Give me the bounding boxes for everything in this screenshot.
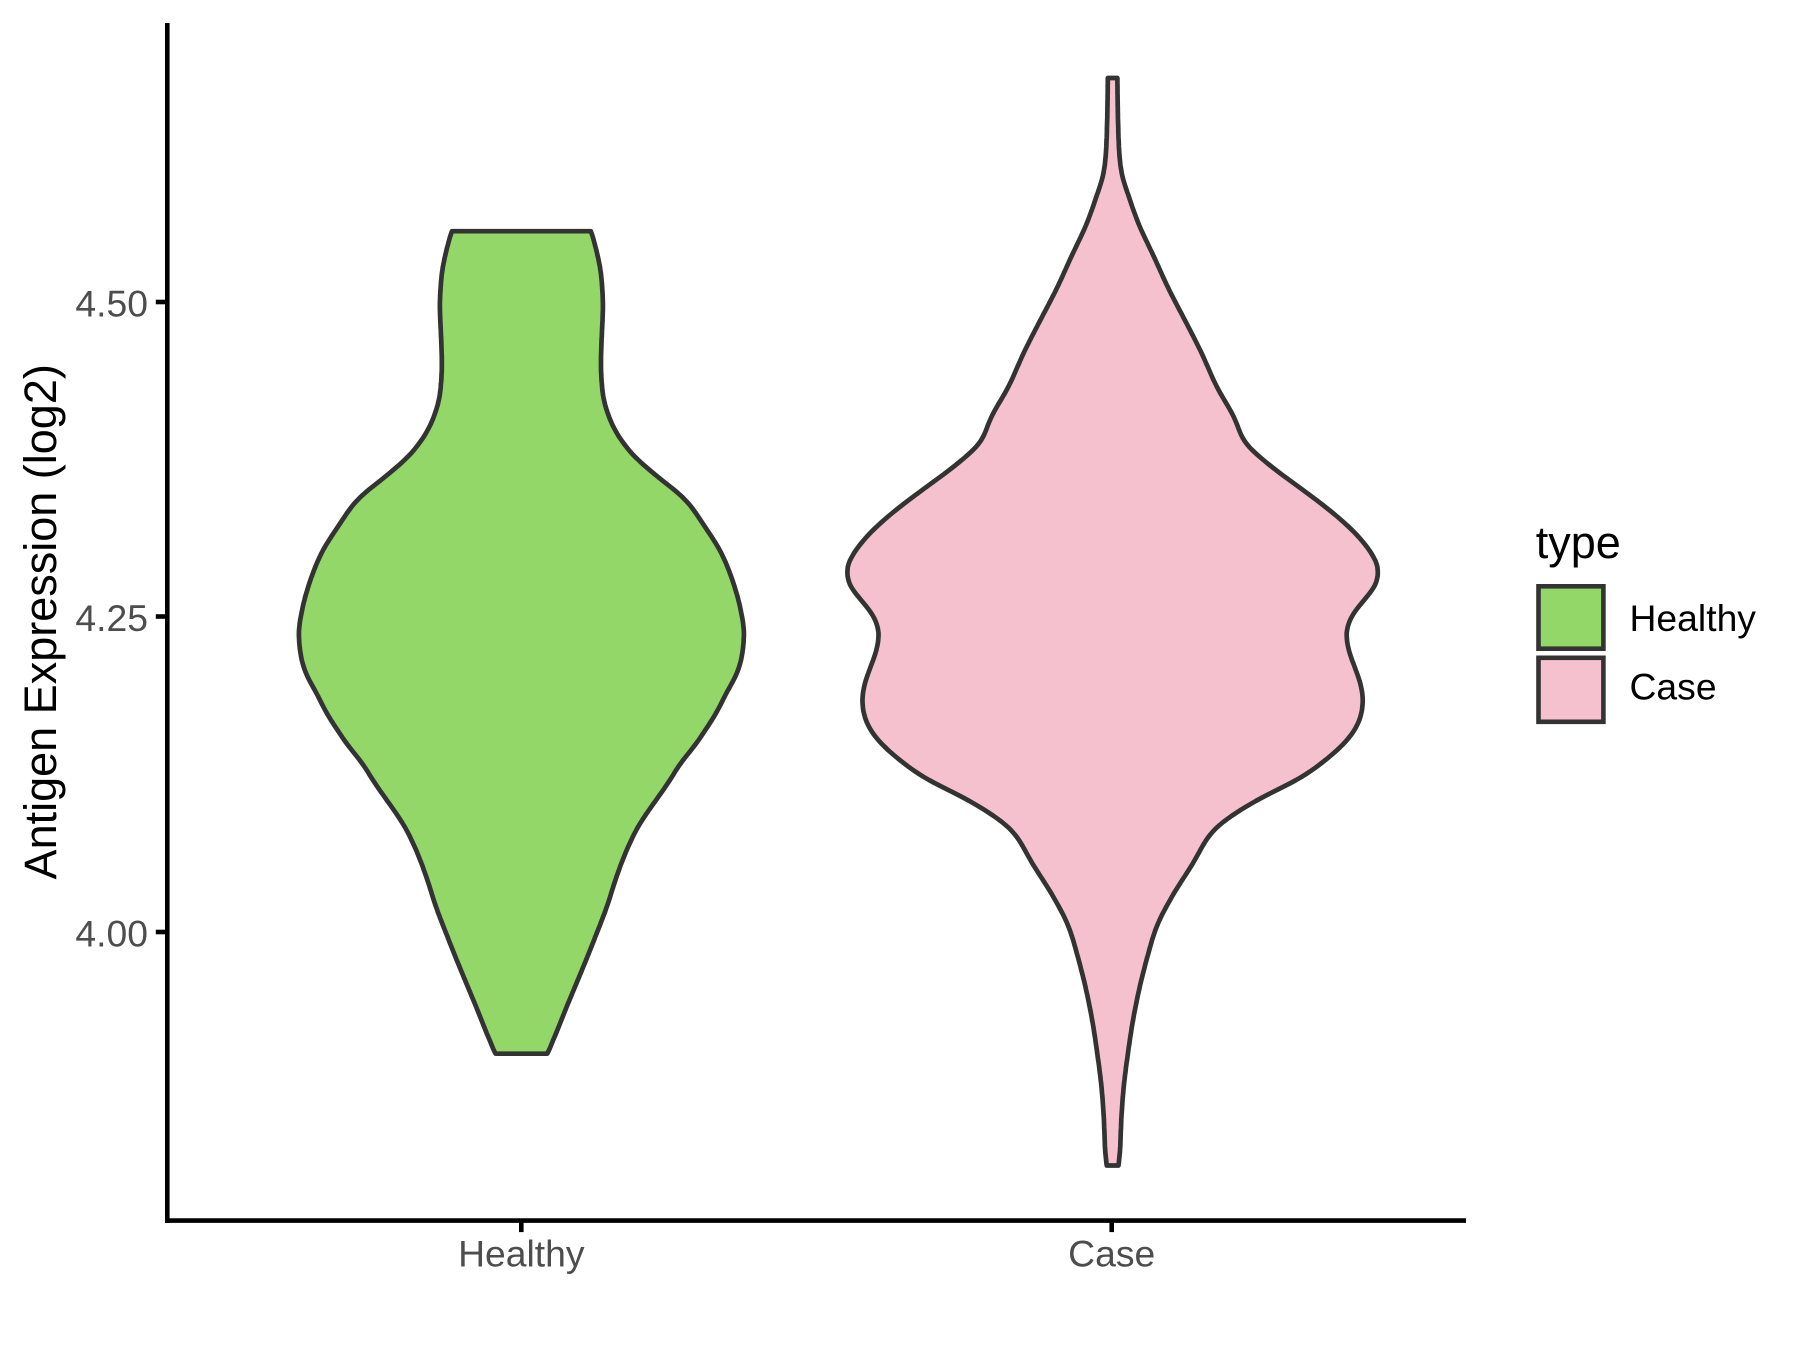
svg-text:Healthy: Healthy (458, 1233, 585, 1275)
svg-text:Case: Case (1068, 1233, 1155, 1275)
svg-text:Case: Case (1630, 666, 1717, 708)
svg-text:Antigen Expression (log2): Antigen Expression (log2) (15, 364, 66, 879)
svg-text:4.50: 4.50 (75, 283, 148, 325)
svg-text:Healthy: Healthy (1630, 597, 1757, 639)
svg-text:type: type (1536, 517, 1621, 568)
svg-text:4.25: 4.25 (75, 597, 148, 639)
svg-text:4.00: 4.00 (75, 913, 148, 955)
